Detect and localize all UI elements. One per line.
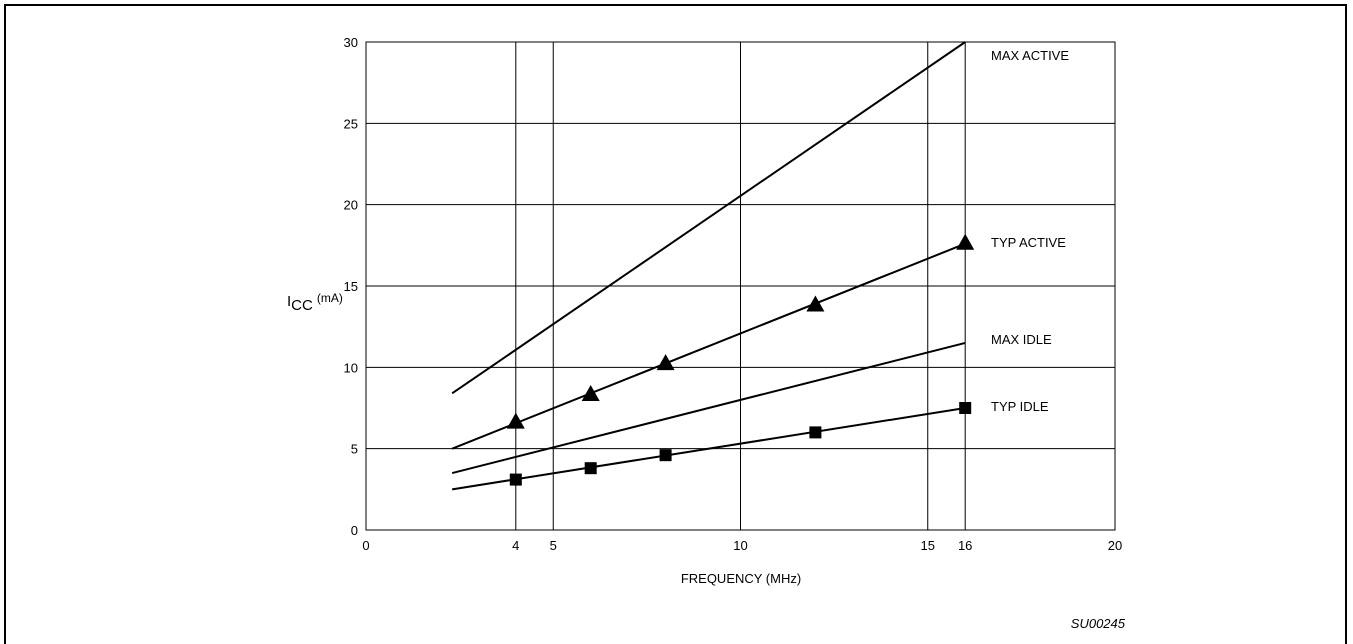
max-idle-line bbox=[451, 341, 966, 475]
typ-active-marker bbox=[581, 384, 600, 401]
y-axis-label: ICC (mA) bbox=[287, 291, 343, 314]
y-tick-label: 0 bbox=[351, 523, 358, 538]
y-tick-label: 20 bbox=[344, 198, 358, 213]
y-tick-label: 10 bbox=[344, 360, 358, 375]
figure-code: SU00245 bbox=[1071, 616, 1126, 631]
max-idle-label: MAX IDLE bbox=[991, 332, 1052, 347]
typ-idle-marker bbox=[809, 426, 822, 439]
figure-frame bbox=[4, 4, 1347, 644]
y-tick-label: 15 bbox=[344, 279, 358, 294]
x-tick-label: 4 bbox=[512, 538, 519, 553]
typ-idle-marker bbox=[959, 402, 972, 414]
x-axis-label: FREQUENCY (MHz) bbox=[681, 571, 801, 586]
y-axis-label-main: I bbox=[287, 293, 291, 310]
typ-idle-label: TYP IDLE bbox=[991, 399, 1049, 414]
typ-active-marker bbox=[656, 354, 675, 371]
x-tick-label: 0 bbox=[362, 538, 369, 553]
max-active-line bbox=[451, 41, 966, 395]
typ-idle-marker bbox=[584, 462, 597, 475]
typ-active-line bbox=[451, 242, 966, 450]
x-tick-label: 20 bbox=[1108, 538, 1122, 553]
typ-idle-line bbox=[451, 407, 966, 491]
y-tick-label: 25 bbox=[344, 116, 358, 131]
typ-active-marker bbox=[806, 295, 825, 312]
y-axis-label-unit: (mA) bbox=[317, 291, 343, 305]
y-tick-label: 30 bbox=[344, 35, 358, 50]
typ-idle-marker bbox=[659, 449, 672, 462]
x-tick-label: 16 bbox=[958, 538, 972, 553]
typ-active-label: TYP ACTIVE bbox=[991, 235, 1066, 250]
max-active-label: MAX ACTIVE bbox=[991, 48, 1069, 63]
typ-active-marker bbox=[506, 412, 525, 429]
y-axis-label-sub: CC bbox=[291, 297, 313, 314]
x-tick-label: 10 bbox=[733, 538, 747, 553]
typ-idle-marker bbox=[509, 473, 522, 486]
text-layer: FREQUENCY (MHz) ICC (mA) SU00245 0 4 5 10 15 1… bbox=[287, 35, 1126, 631]
grid bbox=[365, 41, 1116, 531]
typ-active-marker bbox=[956, 233, 975, 250]
series-layer bbox=[451, 41, 975, 491]
x-tick-label: 5 bbox=[550, 538, 557, 553]
y-tick-label: 5 bbox=[351, 442, 358, 457]
x-tick-label: 15 bbox=[921, 538, 935, 553]
